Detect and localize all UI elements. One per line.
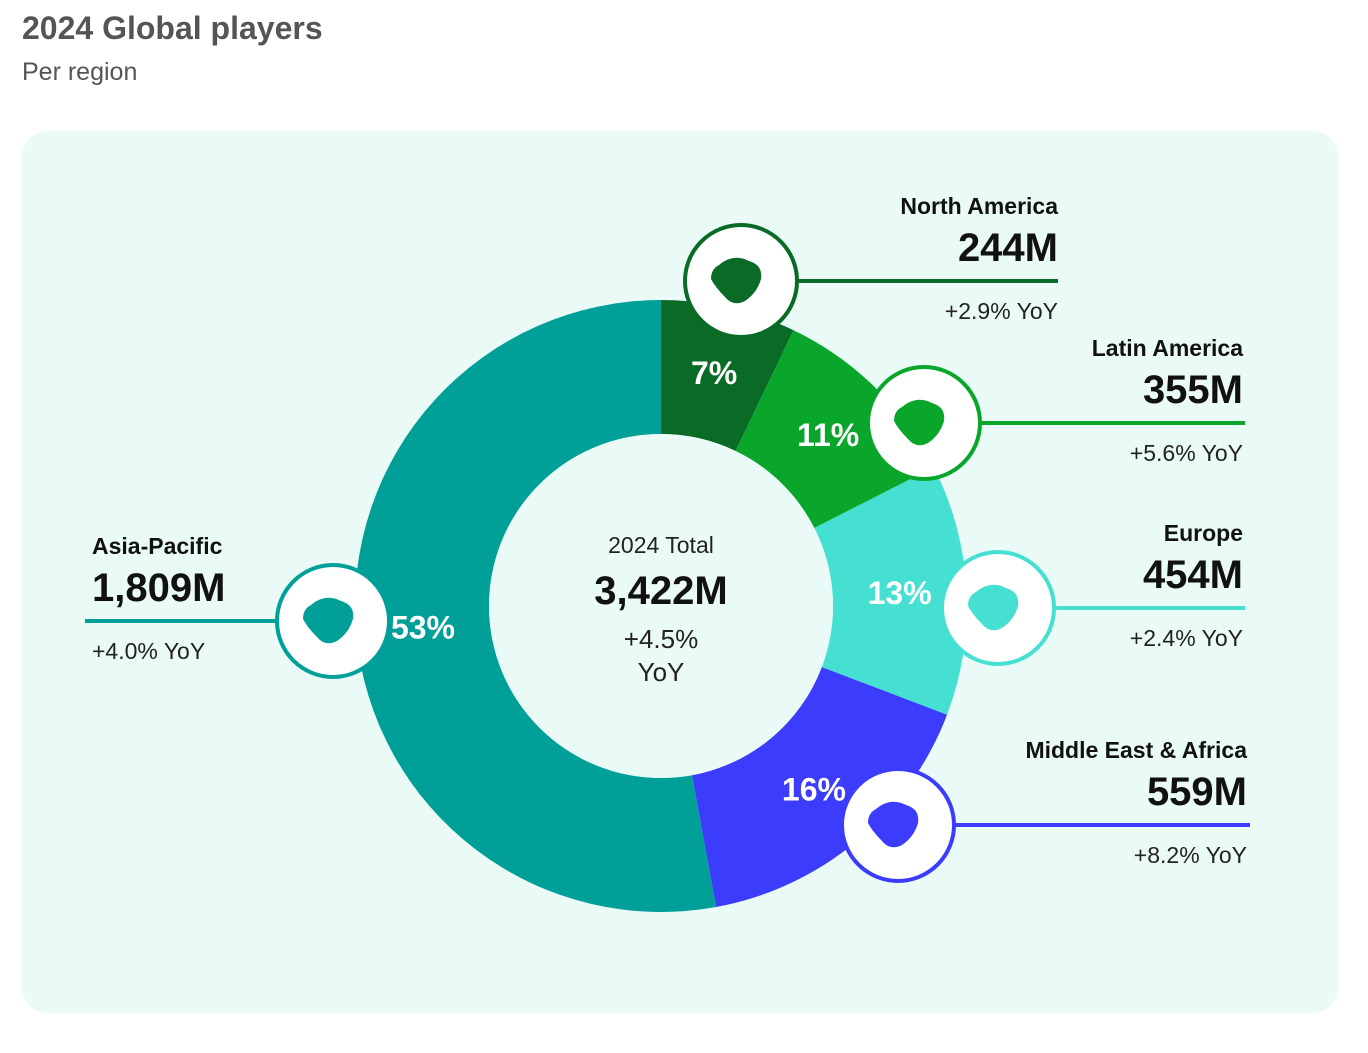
callout-latin-america: Latin America 355M +5.6% YoY bbox=[1092, 335, 1243, 466]
region-name: Europe bbox=[1164, 520, 1243, 546]
chart-title: 2024 Global players bbox=[22, 10, 323, 46]
region-yoy: +5.6% YoY bbox=[1130, 440, 1243, 466]
slice-percent-north-america: 7% bbox=[691, 355, 737, 391]
donut-hole bbox=[489, 434, 833, 778]
region-value: 244M bbox=[958, 226, 1058, 270]
slice-asia-pacific bbox=[354, 300, 717, 913]
region-value: 355M bbox=[1143, 368, 1243, 412]
region-value: 1,809M bbox=[92, 566, 225, 610]
slice-percent-europe: 13% bbox=[868, 575, 932, 611]
region-name: Latin America bbox=[1092, 335, 1243, 361]
region-yoy: +8.2% YoY bbox=[1134, 842, 1247, 868]
region-yoy: +4.0% YoY bbox=[92, 638, 205, 664]
center-total-yoy-unit: YoY bbox=[638, 657, 685, 687]
slice-percent-middle-east-africa: 16% bbox=[782, 772, 846, 808]
slice-middle-east-africa bbox=[691, 667, 948, 908]
latin-america-map-icon bbox=[866, 365, 982, 481]
slice-percent-latin-america: 11% bbox=[797, 417, 859, 453]
slice-europe bbox=[814, 467, 968, 715]
region-callouts: North America 244M +2.9% YoY Latin America 3… bbox=[92, 193, 1247, 868]
region-yoy: +2.9% YoY bbox=[945, 298, 1058, 324]
chart-subtitle: Per region bbox=[22, 58, 138, 86]
callout-lines bbox=[85, 279, 1250, 827]
center-total-yoy: +4.5% bbox=[624, 624, 698, 654]
region-yoy: +2.4% YoY bbox=[1130, 625, 1243, 651]
slice-north-america bbox=[661, 300, 794, 451]
center-total-label: 2024 Total bbox=[608, 532, 714, 558]
slice-percent-asia-pacific: 53% bbox=[391, 610, 455, 646]
africa-map-icon bbox=[840, 767, 956, 883]
europe-map-icon bbox=[940, 550, 1056, 666]
slice-percent-labels: 7% 11% 13% 16% 53% bbox=[391, 355, 932, 808]
region-value: 559M bbox=[1147, 770, 1247, 814]
center-total: 2024 Total 3,422M +4.5% YoY bbox=[594, 532, 727, 687]
region-value: 454M bbox=[1143, 553, 1243, 597]
region-icon-badges bbox=[275, 223, 1056, 883]
callout-north-america: North America 244M +2.9% YoY bbox=[900, 193, 1058, 324]
callout-asia-pacific: Asia-Pacific 1,809M +4.0% YoY bbox=[92, 533, 225, 664]
center-total-value: 3,422M bbox=[594, 569, 727, 613]
slice-latin-america bbox=[735, 330, 934, 529]
north-america-map-icon bbox=[683, 223, 799, 339]
callout-europe: Europe 454M +2.4% YoY bbox=[1130, 520, 1243, 651]
region-name: Middle East & Africa bbox=[1025, 737, 1247, 763]
callout-middle-east-africa: Middle East & Africa 559M +8.2% YoY bbox=[1025, 737, 1247, 868]
donut-slices bbox=[354, 300, 968, 913]
asia-pacific-map-icon bbox=[275, 563, 391, 679]
region-name: Asia-Pacific bbox=[92, 533, 223, 559]
region-name: North America bbox=[900, 193, 1058, 219]
